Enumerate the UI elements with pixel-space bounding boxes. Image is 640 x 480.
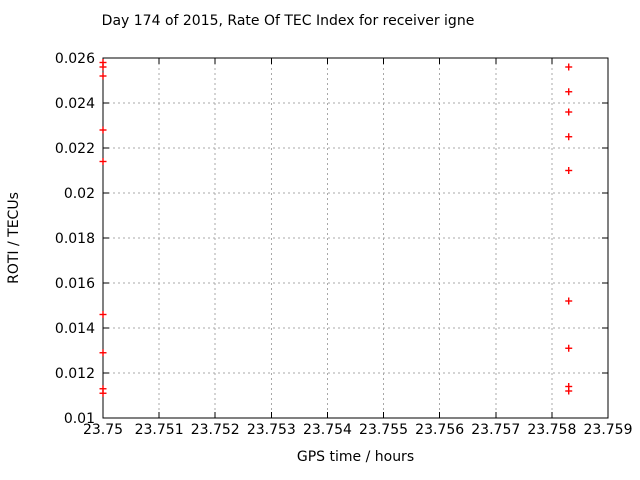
x-tick-label: 23.757 <box>471 422 520 438</box>
data-point-marker <box>99 311 107 318</box>
y-tick-label: 0.026 <box>55 51 95 67</box>
data-point-marker <box>99 126 107 134</box>
x-axis-label: GPS time / hours <box>296 449 415 465</box>
data-point-marker <box>565 344 573 352</box>
x-tick-label: 23.752 <box>191 422 240 438</box>
data-point-marker <box>565 88 573 96</box>
data-point-marker <box>565 133 573 141</box>
y-tick-label: 0.016 <box>55 276 95 292</box>
data-point-marker <box>99 63 107 71</box>
data-point-marker <box>565 108 573 116</box>
x-tick-label: 23.754 <box>303 422 352 438</box>
data-point-marker <box>565 167 573 174</box>
y-tick-label: 0.012 <box>55 366 95 382</box>
x-tick-label: 23.759 <box>584 422 633 438</box>
chart-title: Day 174 of 2015, Rate Of TEC Index for r… <box>101 13 475 29</box>
x-tick-label: 23.751 <box>135 422 184 438</box>
y-tick-label: 0.022 <box>55 141 95 157</box>
x-tick-label: 23.758 <box>527 422 576 438</box>
y-tick-label: 0.02 <box>64 186 95 202</box>
y-axis-label: ROTI / TECUs <box>6 192 22 284</box>
y-tick-label: 0.014 <box>55 321 95 337</box>
data-point-marker <box>99 349 107 357</box>
y-tick-label: 0.018 <box>55 231 95 247</box>
y-tick-label: 0.01 <box>64 411 95 427</box>
x-tick-label: 23.756 <box>415 422 464 438</box>
data-point-marker <box>99 72 107 80</box>
data-point-marker <box>99 389 107 397</box>
x-tick-label: 23.753 <box>247 422 296 438</box>
x-tick-label: 23.75 <box>83 422 123 438</box>
x-tick-label: 23.755 <box>359 422 408 438</box>
data-point-marker <box>565 63 573 71</box>
data-point-marker <box>99 158 107 165</box>
data-point-marker <box>565 297 573 305</box>
y-tick-label: 0.024 <box>55 96 95 112</box>
data-point-marker <box>565 387 573 395</box>
